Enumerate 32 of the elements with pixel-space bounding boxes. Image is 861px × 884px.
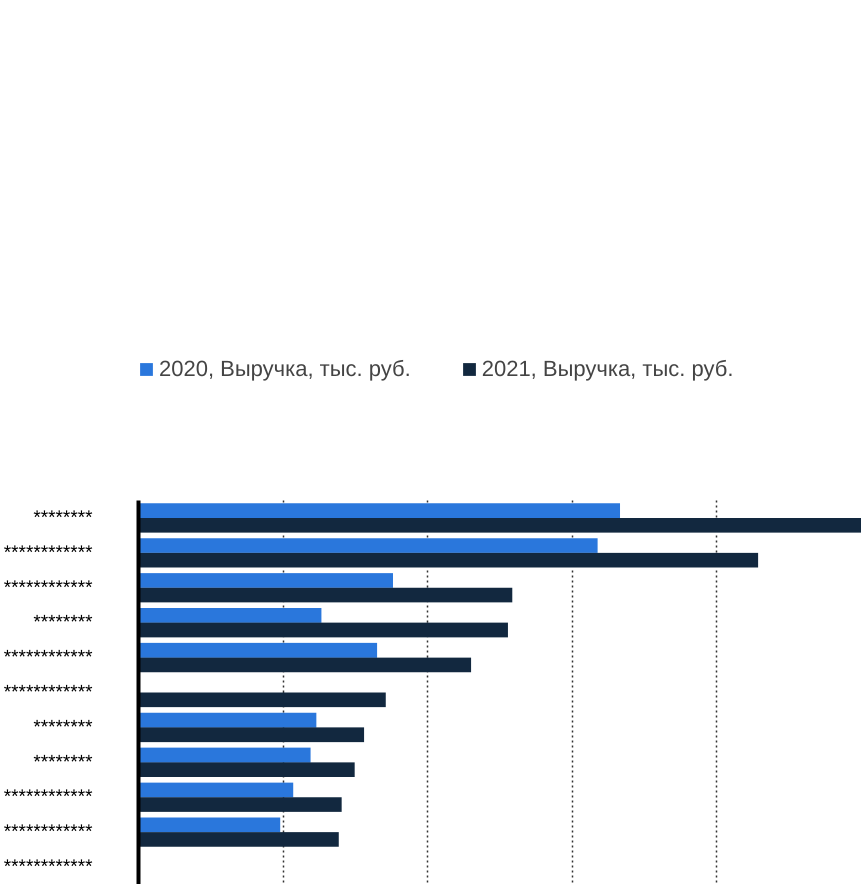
legend-label: 2020, Выручка, тыс. руб. [159,356,411,382]
bar [138,817,280,832]
bar [138,782,294,798]
bar [138,727,364,742]
y-tick-label: ************ [4,682,94,703]
bar [138,538,598,553]
bar [138,692,386,708]
y-tick-label: ******** [33,716,94,738]
y-tick-label: ************ [4,786,94,808]
y-tick-label: ******** [33,612,94,634]
y-tick-label: ************ [4,822,94,843]
bar [138,573,393,588]
bar [138,518,861,533]
bar [138,622,508,638]
bar [138,552,758,568]
y-tick-label: ************ [4,542,94,564]
bar [138,608,322,623]
bar [138,748,311,762]
y-tick-label: ******** [33,507,94,528]
legend-label: 2021, Выручка, тыс. руб. [482,356,734,382]
bar [138,762,355,777]
bar [138,797,342,812]
bar [138,588,512,602]
y-tick-label: ************ [4,577,94,598]
y-tick-label: ******** [33,752,94,773]
bar [138,658,472,672]
bar [138,712,316,728]
y-tick-label: ************ [4,647,94,668]
y-tick-label: ************ [4,856,94,878]
bar [138,503,620,518]
bar [138,832,339,847]
bar [138,642,378,658]
